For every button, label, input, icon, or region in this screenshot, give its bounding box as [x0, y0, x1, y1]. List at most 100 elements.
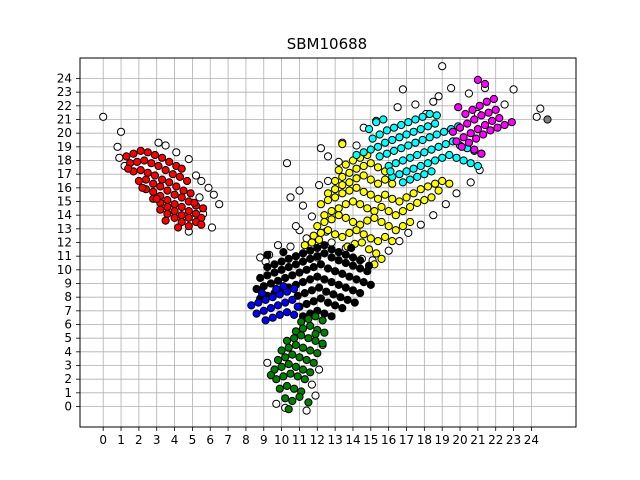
data-point — [452, 189, 461, 198]
data-point — [316, 228, 325, 237]
x-tick-label: 3 — [153, 433, 161, 447]
data-point — [425, 133, 434, 142]
data-point — [356, 289, 365, 298]
data-point — [272, 375, 281, 384]
data-point — [304, 398, 313, 407]
data-point — [334, 248, 343, 257]
data-point — [272, 284, 281, 294]
data-point — [389, 123, 399, 132]
data-point — [277, 257, 286, 266]
data-point — [156, 205, 165, 214]
x-tick-label: 5 — [189, 433, 197, 447]
data-point — [398, 156, 407, 165]
data-point — [357, 238, 366, 247]
data-point — [115, 153, 124, 162]
data-point — [404, 228, 413, 237]
data-point — [184, 213, 193, 222]
x-tick-label: 24 — [524, 433, 539, 447]
data-point — [290, 334, 299, 343]
y-tick-label: 10 — [57, 263, 72, 277]
data-point — [291, 252, 300, 261]
data-point — [307, 286, 316, 295]
data-point — [363, 216, 372, 225]
data-point — [427, 167, 436, 176]
data-point — [398, 85, 407, 94]
data-point — [279, 282, 288, 291]
data-point — [291, 222, 300, 231]
x-tick-label: 18 — [417, 433, 432, 447]
data-point — [298, 257, 308, 266]
data-point — [381, 175, 390, 184]
data-point — [348, 286, 358, 295]
y-tick-label: 13 — [57, 222, 72, 236]
data-point — [468, 105, 477, 115]
data-point — [536, 104, 545, 113]
data-point — [388, 237, 397, 246]
data-point — [313, 222, 322, 231]
data-point — [302, 265, 311, 274]
y-tick-label: 11 — [57, 249, 72, 263]
y-tick-label: 16 — [57, 181, 72, 195]
data-point — [177, 193, 186, 202]
data-point — [495, 114, 504, 123]
data-point — [275, 384, 284, 393]
data-point — [307, 212, 316, 221]
data-point — [177, 211, 186, 220]
data-point — [263, 271, 272, 280]
data-point — [463, 119, 472, 128]
data-point — [158, 153, 167, 162]
data-point — [489, 94, 498, 104]
data-point — [452, 153, 461, 162]
data-point — [366, 159, 375, 168]
data-point — [177, 164, 186, 173]
data-point — [331, 230, 340, 239]
data-point — [291, 362, 300, 371]
data-point — [256, 273, 265, 283]
data-point — [398, 207, 407, 216]
data-point — [261, 316, 270, 325]
data-point — [345, 272, 354, 281]
data-point — [204, 183, 213, 192]
x-tick-label: 13 — [327, 433, 342, 447]
data-point — [273, 355, 283, 365]
data-point — [315, 235, 324, 244]
data-point — [334, 256, 343, 265]
data-point — [341, 250, 350, 259]
data-point — [348, 261, 358, 270]
data-point — [488, 116, 497, 126]
x-tick-label: 22 — [488, 433, 503, 447]
data-point — [482, 97, 491, 106]
data-point — [183, 176, 192, 186]
data-point — [281, 394, 290, 403]
y-tick-label: 15 — [57, 195, 72, 209]
data-point — [134, 176, 143, 186]
data-point — [302, 355, 311, 365]
data-point — [373, 179, 383, 188]
data-point — [290, 384, 299, 393]
data-point — [295, 353, 304, 362]
data-point — [348, 217, 358, 227]
data-point — [429, 211, 438, 220]
data-point — [273, 276, 283, 285]
data-point — [366, 145, 375, 154]
data-point — [199, 204, 208, 213]
data-point — [500, 100, 509, 109]
x-tick-label: 1 — [117, 433, 125, 447]
x-tick-label: 14 — [345, 433, 360, 447]
data-point — [418, 112, 427, 121]
data-point — [298, 343, 308, 352]
data-point — [370, 207, 379, 216]
data-point — [372, 118, 381, 127]
data-point — [297, 331, 306, 340]
data-point — [323, 176, 333, 186]
data-point — [165, 157, 174, 166]
data-point — [402, 167, 411, 176]
data-point — [323, 226, 333, 235]
data-point — [477, 111, 486, 120]
data-point — [397, 120, 406, 130]
data-point — [273, 241, 283, 250]
data-point — [284, 343, 293, 352]
data-point — [352, 183, 361, 192]
data-point — [507, 118, 516, 127]
data-point — [318, 339, 327, 348]
